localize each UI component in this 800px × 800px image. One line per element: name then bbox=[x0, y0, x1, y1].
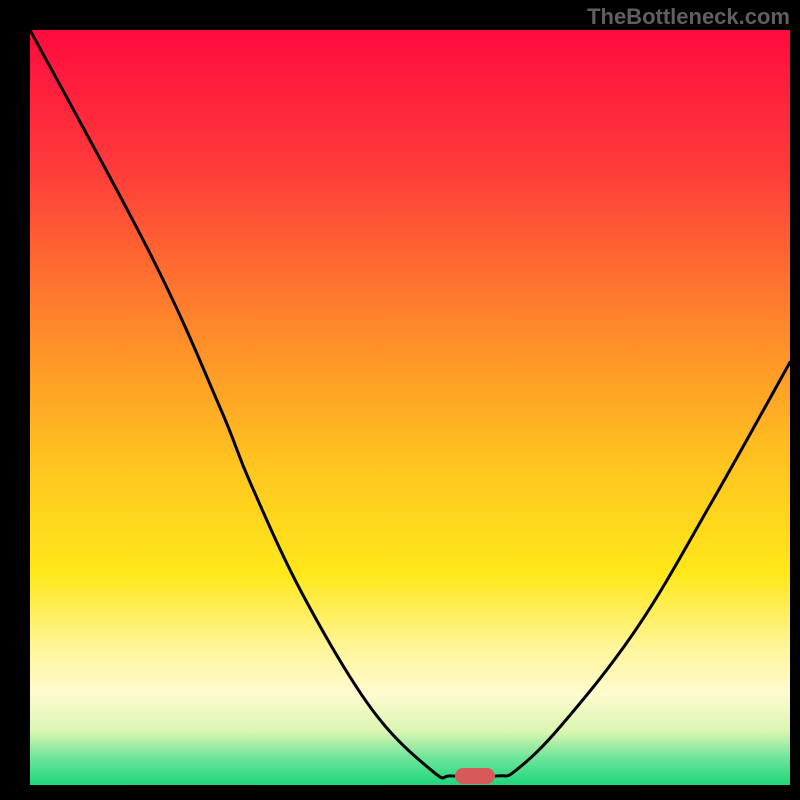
chart-container: TheBottleneck.com bbox=[0, 0, 800, 800]
plot-area bbox=[30, 30, 790, 785]
bottleneck-curve bbox=[30, 30, 790, 785]
watermark: TheBottleneck.com bbox=[587, 4, 790, 30]
optimal-marker bbox=[455, 768, 495, 784]
